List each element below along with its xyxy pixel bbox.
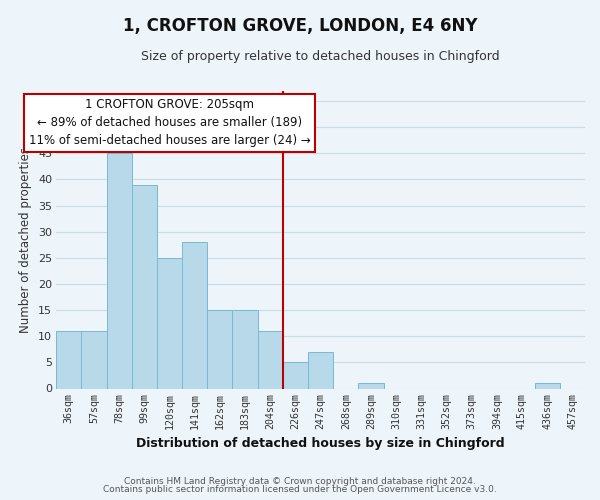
Text: 1 CROFTON GROVE: 205sqm
← 89% of detached houses are smaller (189)
11% of semi-d: 1 CROFTON GROVE: 205sqm ← 89% of detache…: [29, 98, 310, 148]
Bar: [157, 258, 182, 388]
Text: Contains public sector information licensed under the Open Government Licence v3: Contains public sector information licen…: [103, 485, 497, 494]
Bar: [535, 384, 560, 388]
Bar: [257, 331, 283, 388]
Y-axis label: Number of detached properties: Number of detached properties: [19, 146, 32, 332]
Bar: [283, 362, 308, 388]
Bar: [132, 184, 157, 388]
Title: Size of property relative to detached houses in Chingford: Size of property relative to detached ho…: [142, 50, 500, 63]
Bar: [82, 331, 107, 388]
Bar: [232, 310, 257, 388]
Text: Contains HM Land Registry data © Crown copyright and database right 2024.: Contains HM Land Registry data © Crown c…: [124, 477, 476, 486]
Text: 1, CROFTON GROVE, LONDON, E4 6NY: 1, CROFTON GROVE, LONDON, E4 6NY: [123, 18, 477, 36]
Bar: [208, 310, 232, 388]
Bar: [358, 384, 383, 388]
Bar: [107, 154, 132, 388]
Bar: [308, 352, 333, 389]
X-axis label: Distribution of detached houses by size in Chingford: Distribution of detached houses by size …: [136, 437, 505, 450]
Bar: [56, 331, 82, 388]
Bar: [182, 242, 208, 388]
